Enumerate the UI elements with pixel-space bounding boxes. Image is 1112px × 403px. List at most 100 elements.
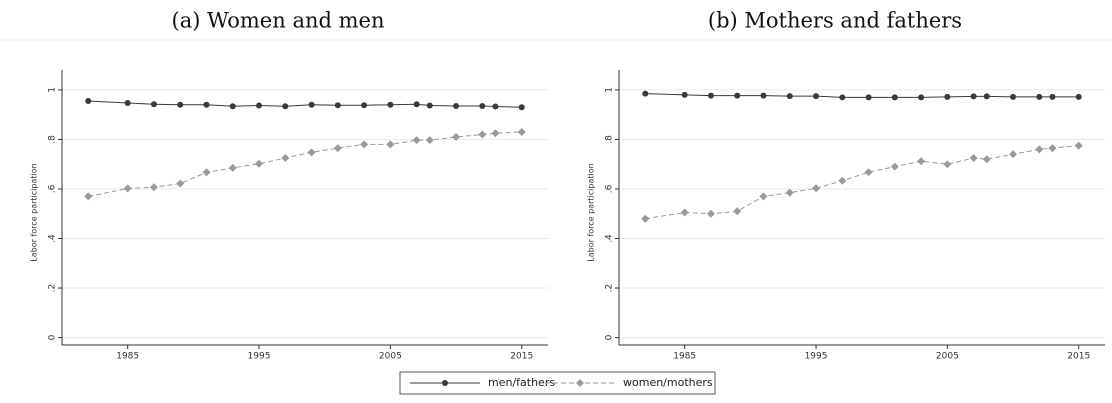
y-tick-label: .6 [48, 184, 58, 193]
marker [734, 92, 741, 99]
marker [255, 159, 264, 168]
y-tick-label: 0 [605, 334, 615, 340]
marker [838, 176, 847, 185]
marker [123, 184, 132, 193]
y-tick-label: .8 [605, 135, 615, 144]
y-axis-title: Labor force participation [587, 163, 596, 261]
marker [517, 128, 526, 137]
marker [360, 140, 369, 149]
marker [680, 208, 689, 217]
marker [944, 93, 951, 100]
x-tick-label: 1995 [805, 352, 828, 362]
y-tick-label: .4 [48, 234, 58, 243]
marker [361, 102, 368, 109]
marker [452, 132, 461, 141]
marker [282, 103, 289, 110]
marker [760, 92, 767, 99]
marker [641, 214, 650, 223]
marker [918, 94, 925, 101]
x-tick-label: 2005 [936, 352, 959, 362]
marker [1036, 93, 1043, 100]
marker [256, 102, 263, 109]
y-tick-label: 1 [605, 87, 615, 93]
marker [786, 93, 793, 100]
series-line [645, 145, 1079, 220]
marker [479, 103, 486, 110]
marker [334, 102, 341, 109]
x-tick-label: 2005 [379, 352, 402, 362]
marker [813, 93, 820, 100]
marker [202, 168, 211, 177]
legend-label: women/mothers [623, 376, 713, 389]
marker [387, 101, 394, 108]
x-tick-label: 1985 [673, 352, 696, 362]
marker [413, 101, 420, 108]
series-line [88, 131, 522, 197]
marker [864, 168, 873, 177]
legend-marker [442, 380, 448, 386]
y-tick-label: .8 [48, 135, 58, 144]
marker [412, 136, 421, 145]
marker [785, 188, 794, 197]
marker [228, 163, 237, 172]
marker [890, 162, 899, 171]
marker [491, 129, 500, 138]
legend-label: men/fathers [488, 376, 555, 389]
marker [333, 144, 342, 153]
marker [943, 160, 952, 169]
marker [982, 155, 991, 164]
y-tick-label: .2 [605, 284, 615, 293]
marker [177, 101, 184, 108]
marker [917, 157, 926, 166]
y-tick-label: 1 [48, 87, 58, 93]
marker [1049, 93, 1056, 100]
marker [1074, 141, 1083, 150]
legend-marker [576, 379, 584, 387]
marker [707, 92, 714, 99]
marker [307, 148, 316, 157]
marker [281, 154, 290, 163]
x-tick-label: 2015 [510, 352, 533, 362]
marker [124, 100, 131, 107]
marker [1009, 150, 1018, 159]
marker [203, 101, 210, 108]
y-tick-label: .6 [605, 184, 615, 193]
marker [1035, 145, 1044, 154]
marker [812, 184, 821, 193]
series-line [645, 93, 1079, 98]
chart-title: (b) Mothers and fathers [708, 9, 962, 33]
marker [970, 93, 977, 100]
marker [681, 91, 688, 98]
marker [642, 90, 649, 97]
marker [478, 130, 487, 139]
marker [839, 94, 846, 101]
series-line [88, 100, 522, 108]
marker [759, 192, 768, 201]
y-tick-label: 0 [48, 334, 58, 340]
x-tick-label: 2015 [1067, 352, 1090, 362]
marker [518, 104, 525, 111]
marker [1075, 93, 1082, 100]
y-axis-title: Labor force participation [30, 163, 39, 261]
marker [865, 94, 872, 101]
y-tick-label: .2 [48, 284, 58, 293]
marker [453, 103, 460, 110]
marker [1048, 144, 1057, 153]
chart-title: (a) Women and men [172, 9, 385, 33]
marker [308, 101, 315, 108]
marker [983, 93, 990, 100]
y-tick-label: .4 [605, 234, 615, 243]
marker [149, 183, 158, 192]
marker [84, 192, 93, 201]
marker [425, 136, 434, 145]
marker [150, 101, 157, 108]
marker [85, 98, 92, 105]
marker [426, 102, 433, 109]
marker [492, 103, 499, 110]
marker [733, 207, 742, 216]
marker [176, 179, 185, 188]
marker [706, 209, 715, 218]
x-tick-label: 1995 [248, 352, 271, 362]
